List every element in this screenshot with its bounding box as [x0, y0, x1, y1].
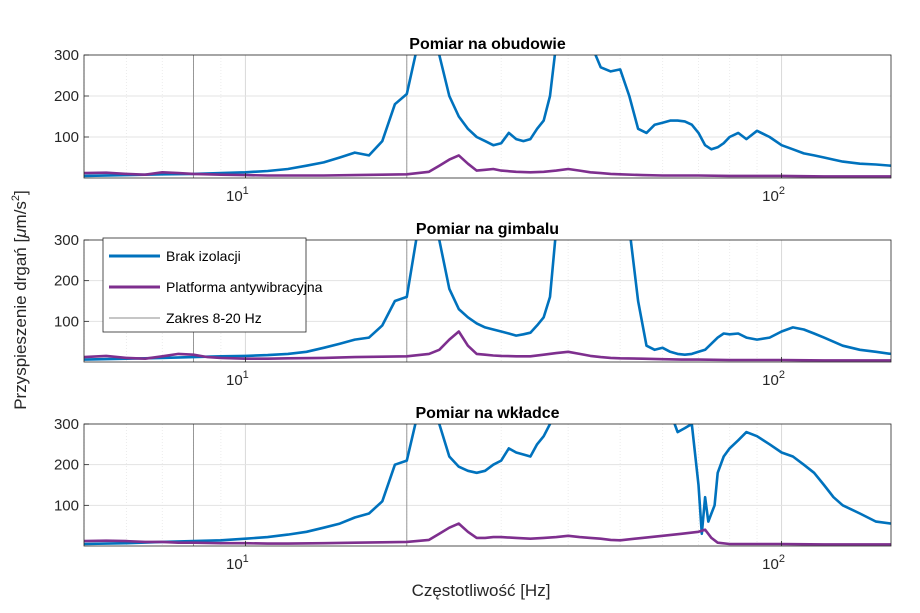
y-tick-label: 300 [54, 232, 79, 249]
legend-box [102, 237, 307, 333]
subplot-title-obudowie: Pomiar na obudowie [409, 36, 566, 53]
series-line-platforma-antywibracyjna [84, 522, 891, 546]
subplot-obudowie: 100 200 300 101 102 Pomiar na obudowie [54, 36, 892, 205]
y-tick-label: 300 [54, 47, 79, 64]
subplot-title-wkladce: Pomiar na wkładce [415, 405, 559, 422]
series-line-brak-izolacji [84, 55, 891, 178]
y-tick-label: 300 [54, 416, 79, 433]
x-tick-label: 102 [762, 369, 785, 389]
legend-entry-platforma-antywibracyjna: Platforma antywibracyjna [109, 279, 323, 295]
y-tick-label: 200 [54, 88, 79, 105]
x-tick-label: 101 [226, 369, 249, 389]
x-tick-label: 102 [762, 553, 785, 573]
y-tick-label: 200 [54, 457, 79, 474]
series-line-brak-izolacji [84, 424, 891, 546]
x-tick-label: 102 [762, 185, 785, 205]
legend-entry-brak-izolacji: Brak izolacji [109, 248, 241, 264]
legend-entry-zakres: Zakres 8-20 Hz [109, 310, 262, 326]
plot-area [84, 424, 891, 546]
series-line-platforma-antywibracyjna [84, 330, 891, 362]
axes-box [83, 239, 892, 363]
subplot-wkladce: 100 200 300 101 102 Pomiar na wkładce [54, 405, 892, 573]
y-tick-label: 100 [54, 129, 79, 146]
y-tick-label: 100 [54, 313, 79, 330]
series-line-brak-izolacji [84, 240, 891, 361]
axes-box [83, 54, 892, 179]
y-axis-label: Przyspieszenie drgań [μm/s2] [10, 190, 30, 410]
series-line-platforma-antywibracyjna [84, 154, 891, 178]
legend: Brak izolacji Platforma antywibracyjna Z… [102, 237, 323, 333]
x-tick-label: 101 [226, 553, 249, 573]
x-axis-label: Częstotliwość [Hz] [412, 581, 551, 600]
legend-label-zakres: Zakres 8-20 Hz [166, 310, 262, 326]
plot-area [84, 55, 891, 178]
x-tick-label: 101 [226, 185, 249, 205]
y-tick-label: 200 [54, 273, 79, 290]
subplot-title-gimbalu: Pomiar na gimbalu [416, 221, 559, 238]
legend-label-platforma-antywibracyjna: Platforma antywibracyjna [166, 279, 323, 295]
legend-label-brak-izolacji: Brak izolacji [166, 248, 241, 264]
axes-box [83, 423, 892, 547]
y-tick-label: 100 [54, 497, 79, 514]
